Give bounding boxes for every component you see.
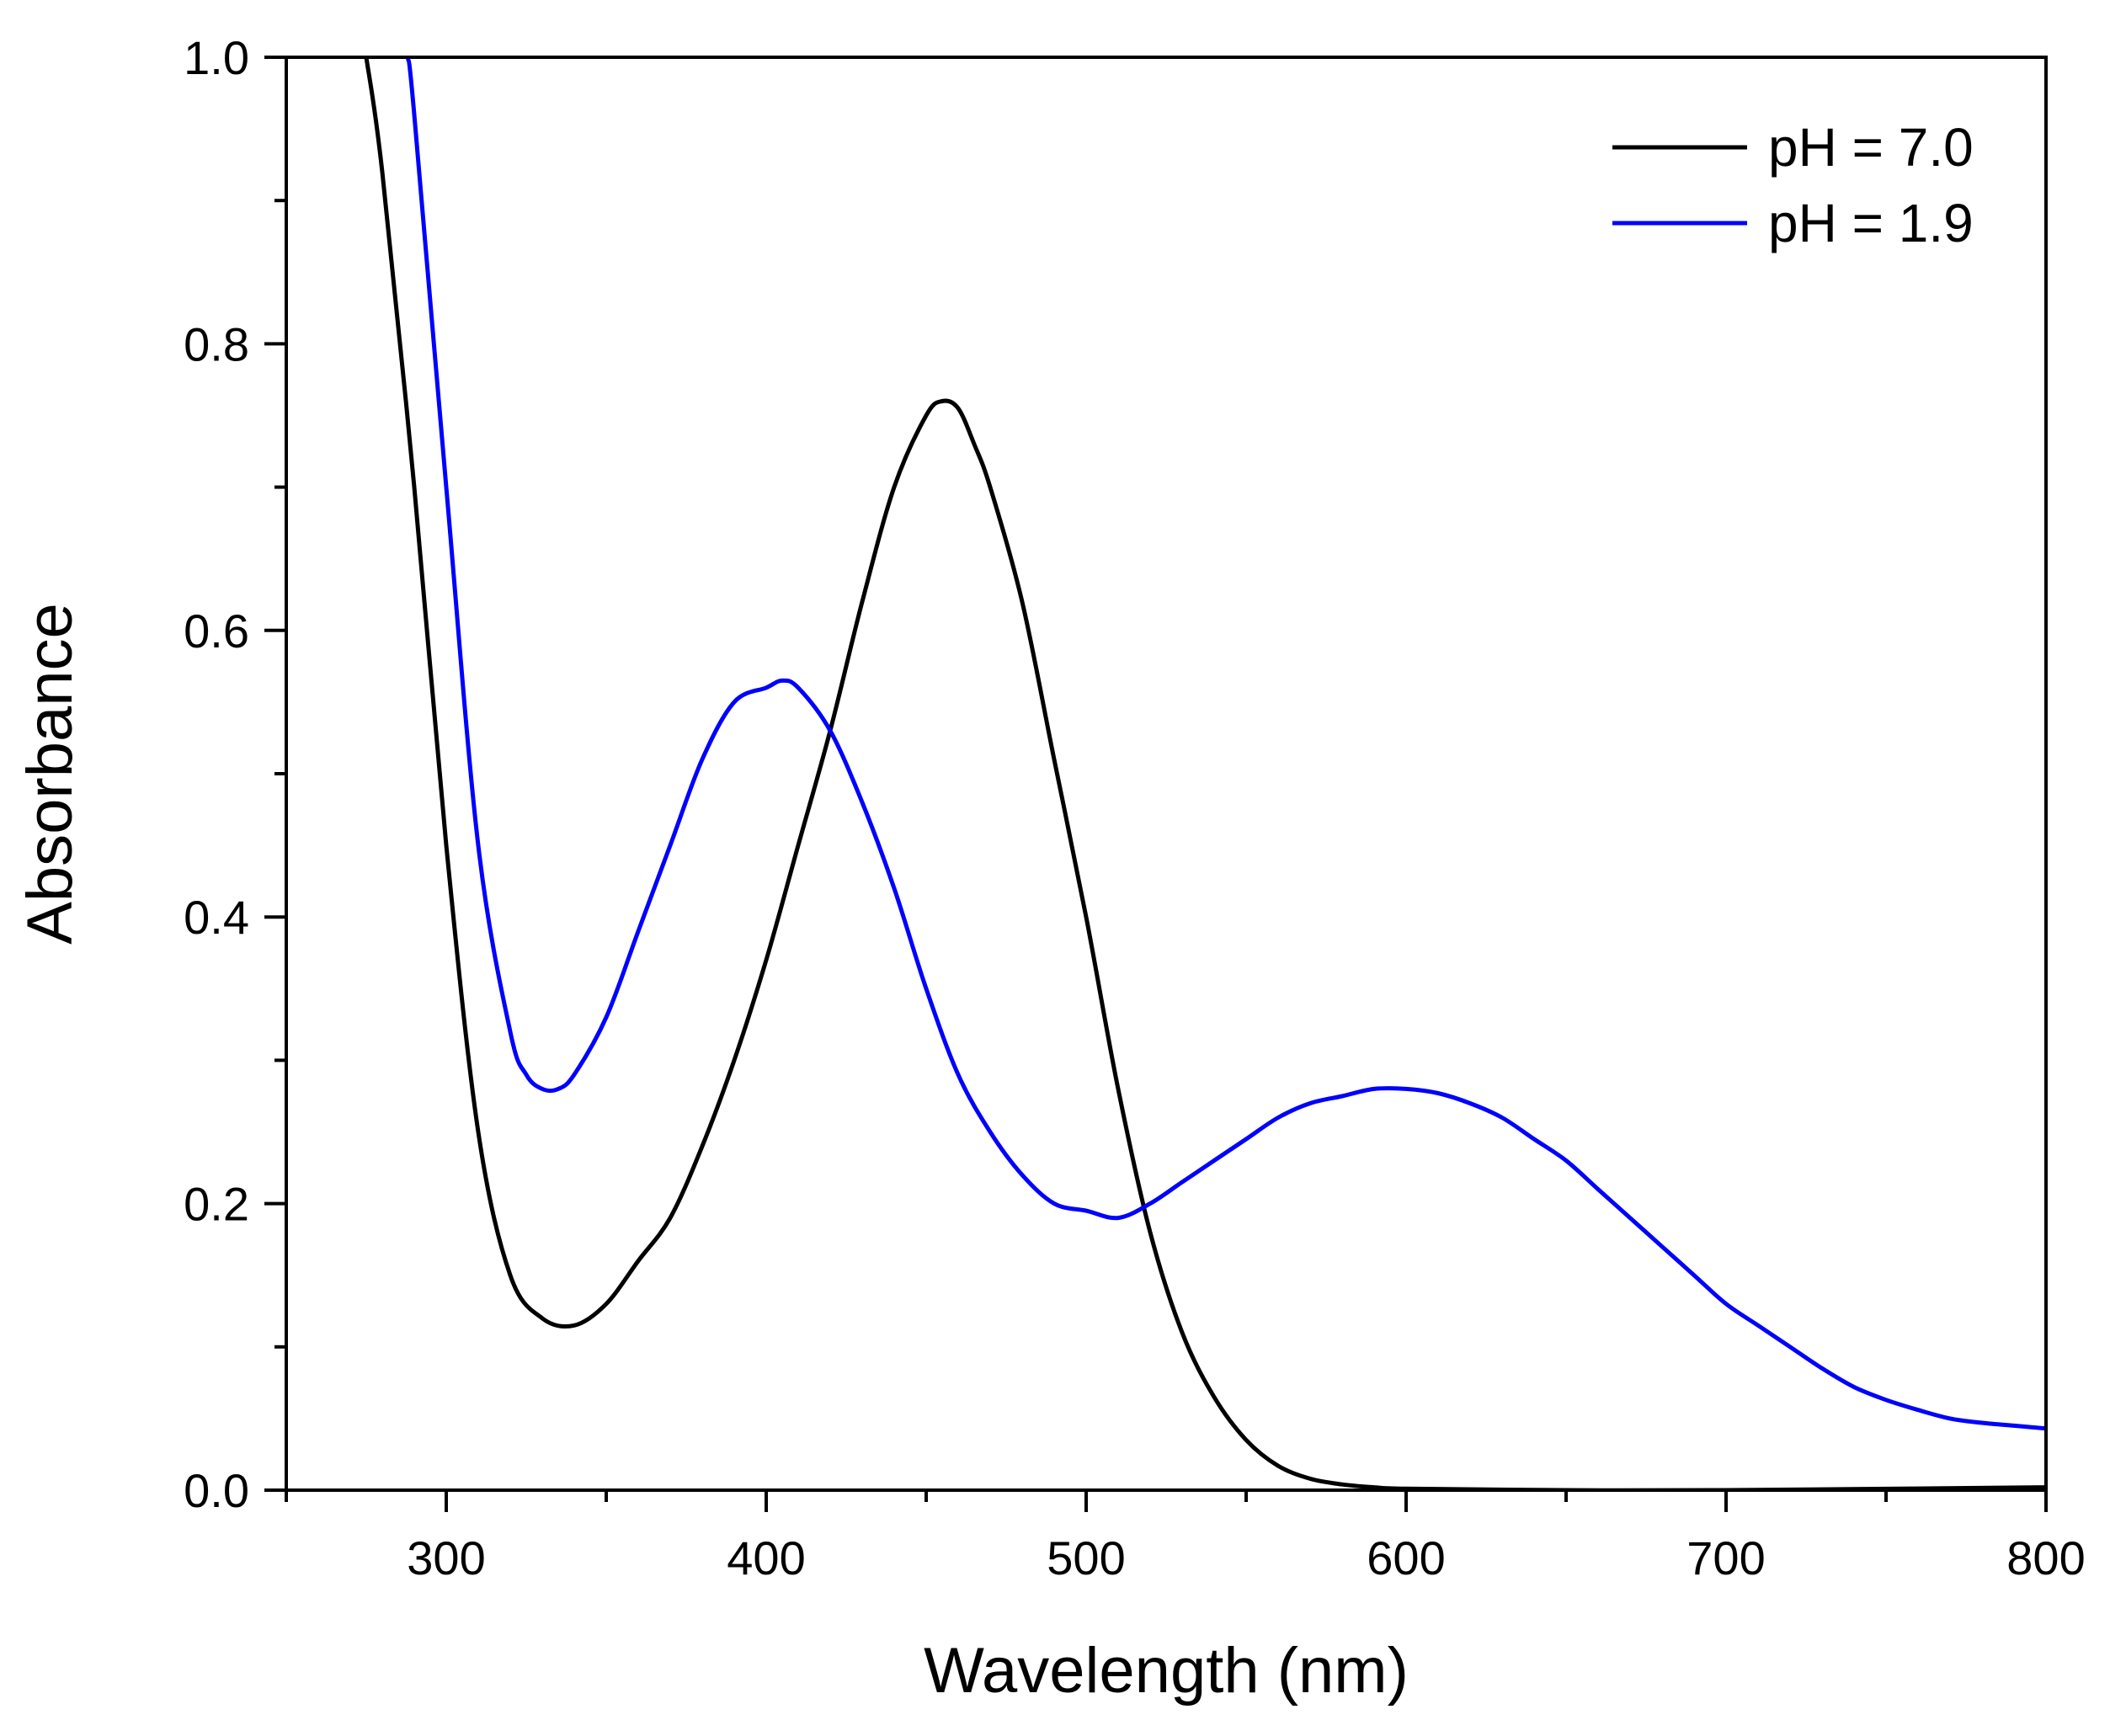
tick-labels-layer: 300 400 500 600 700 800 0.0 0.2 0.4 0.6 0.8 1.0 [184, 31, 2086, 1584]
series-line-ph-1-9 [405, 57, 2046, 1431]
x-tick-label: 800 [2006, 1531, 2085, 1584]
y-tick-label: 1.0 [184, 31, 249, 84]
x-tick-label: 500 [1047, 1531, 1125, 1584]
y-tick-label: 0.0 [184, 1464, 249, 1517]
x-tick-label: 600 [1367, 1531, 1445, 1584]
legend-label: pH = 1.9 [1768, 193, 1974, 253]
y-tick-label: 0.8 [184, 317, 249, 370]
ticks-layer [264, 56, 2048, 1512]
y-tick-label: 0.4 [184, 891, 249, 944]
legend: pH = 7.0 pH = 1.9 [1612, 117, 1974, 253]
x-tick-label: 300 [407, 1531, 485, 1584]
legend-label: pH = 7.0 [1768, 117, 1974, 178]
x-axis-title: Wavelength (nm) [924, 1635, 1409, 1707]
y-tick-label: 0.2 [184, 1178, 249, 1231]
series-layer [364, 57, 2046, 1490]
x-tick-label: 400 [727, 1531, 805, 1584]
y-tick-label: 0.6 [184, 604, 249, 658]
x-tick-label: 700 [1686, 1531, 1765, 1584]
series-line-ph-7-0 [364, 57, 2046, 1490]
y-axis-title: Absorbance [14, 603, 86, 945]
